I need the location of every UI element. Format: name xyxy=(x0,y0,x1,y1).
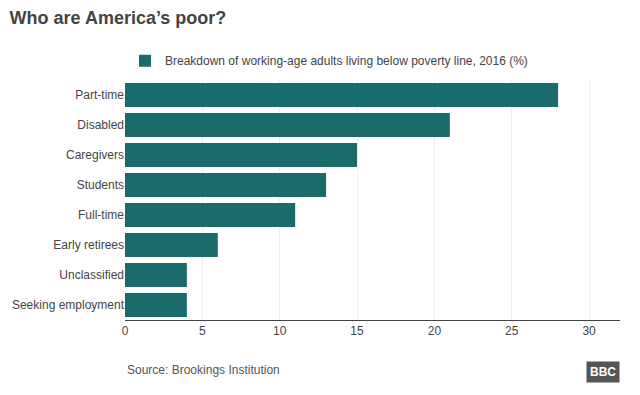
svg-text:BBC: BBC xyxy=(590,365,616,379)
svg-text:Disabled: Disabled xyxy=(77,118,124,132)
svg-text:25: 25 xyxy=(505,324,519,338)
svg-text:0: 0 xyxy=(122,324,129,338)
svg-text:10: 10 xyxy=(273,324,287,338)
svg-text:Caregivers: Caregivers xyxy=(66,148,124,162)
svg-text:Full-time: Full-time xyxy=(78,208,124,222)
svg-text:20: 20 xyxy=(428,324,442,338)
svg-text:15: 15 xyxy=(350,324,364,338)
svg-text:Early retirees: Early retirees xyxy=(53,238,124,252)
svg-text:Students: Students xyxy=(77,178,124,192)
svg-text:Who are America’s poor?: Who are America’s poor? xyxy=(10,8,227,28)
svg-text:5: 5 xyxy=(199,324,206,338)
svg-text:30: 30 xyxy=(582,324,596,338)
svg-text:Breakdown of working-age adult: Breakdown of working-age adults living b… xyxy=(165,54,528,68)
svg-text:Source: Brookings Institution: Source: Brookings Institution xyxy=(127,363,280,377)
svg-text:Part-time: Part-time xyxy=(75,88,124,102)
svg-text:Seeking employment: Seeking employment xyxy=(12,298,125,312)
svg-text:Unclassified: Unclassified xyxy=(59,268,124,282)
